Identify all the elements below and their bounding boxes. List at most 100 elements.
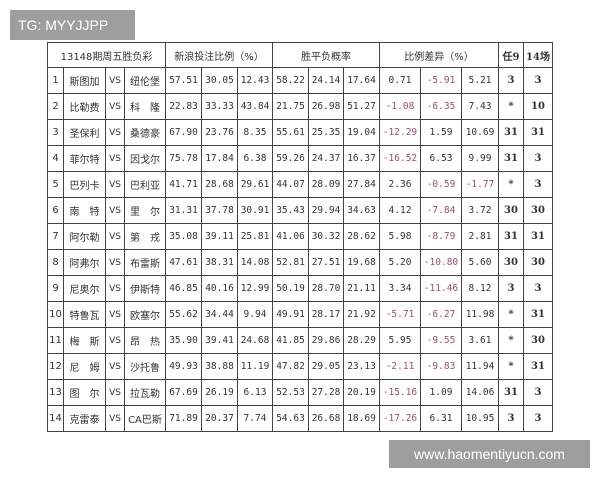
- odds-value: 30.32: [308, 223, 344, 250]
- row-number: 9: [47, 275, 64, 302]
- row-number: 13: [47, 379, 64, 406]
- sina-value: 20.37: [201, 405, 238, 432]
- odds-value: 19.04: [343, 119, 380, 146]
- sina-value: 17.84: [201, 145, 238, 172]
- ren9-pick: 3: [498, 275, 524, 302]
- table-row: 7 阿尔勒 VS 第 戎 35.08 39.11 25.81 41.06 30.32 28.62 5…: [47, 223, 553, 250]
- table-row: 12 尼 姆 VS 沙托鲁 49.93 38.88 11.19 47.82 29.05 23.13…: [47, 353, 553, 380]
- diff-value: 4.12: [379, 197, 421, 224]
- diff-value: 10.95: [461, 405, 499, 432]
- home-team: 尼 姆: [63, 353, 106, 380]
- sina-value: 30.05: [201, 67, 238, 94]
- odds-value: 19.68: [343, 249, 380, 276]
- sina-value: 71.89: [165, 405, 202, 432]
- odds-value: 21.11: [343, 275, 380, 302]
- diff-value: 3.34: [379, 275, 421, 302]
- diff-value: -0.59: [420, 171, 462, 198]
- odds-value: 27.51: [308, 249, 344, 276]
- home-team: 菲尔特: [63, 145, 106, 172]
- ren9-pick: 31: [498, 119, 524, 146]
- sina-value: 38.88: [201, 353, 238, 380]
- home-team: 图 尔: [63, 379, 106, 406]
- row-number: 5: [47, 171, 64, 198]
- home-team: 尼奥尔: [63, 275, 106, 302]
- sina-value: 40.16: [201, 275, 238, 302]
- odds-value: 44.07: [272, 171, 309, 198]
- odds-value: 25.35: [308, 119, 344, 146]
- home-team: 斯图加: [63, 67, 106, 94]
- diff-value: 14.06: [461, 379, 499, 406]
- diff-value: 6.31: [420, 405, 462, 432]
- odds-value: 18.69: [343, 405, 380, 432]
- ren9-pick: 31: [498, 145, 524, 172]
- odds-value: 28.29: [343, 327, 380, 354]
- sina-value: 14.08: [237, 249, 273, 276]
- sina-value: 8.35: [237, 119, 273, 146]
- sina-value: 49.93: [165, 353, 202, 380]
- odds-value: 41.85: [272, 327, 309, 354]
- table-row: 10 特鲁瓦 VS 欧塞尔 55.62 34.44 9.94 49.91 28.17 21.92-…: [47, 301, 553, 328]
- vs-label: VS: [105, 223, 125, 250]
- table-row: 5 巴列卡 VS 巴利亚 41.71 28.68 29.61 44.07 28.09 27.84 2…: [47, 171, 553, 198]
- header-row: 13148期周五胜负彩 新浪投注比例（%） 胜平负概率 比例差异（%） 任9 1…: [47, 42, 553, 68]
- away-team: 布雷斯: [124, 249, 166, 276]
- c14-pick: 3: [523, 405, 553, 432]
- row-number: 8: [47, 249, 64, 276]
- table-row: 14 克雷泰 VS CA巴斯 71.89 20.37 7.74 54.63 26.68 18.69…: [47, 405, 553, 432]
- row-number: 11: [47, 327, 64, 354]
- vs-label: VS: [105, 249, 125, 276]
- sina-value: 29.61: [237, 171, 273, 198]
- away-team: 拉瓦勒: [124, 379, 166, 406]
- away-team: 伊斯特: [124, 275, 166, 302]
- row-number: 12: [47, 353, 64, 380]
- away-team: 巴利亚: [124, 171, 166, 198]
- odds-value: 26.68: [308, 405, 344, 432]
- ren9-pick: 3: [498, 405, 524, 432]
- diff-value: 7.43: [461, 93, 499, 120]
- odds-value: 27.84: [343, 171, 380, 198]
- odds-value: 28.17: [308, 301, 344, 328]
- header-issue: 13148期周五胜负彩: [47, 42, 166, 68]
- away-team: 沙托鲁: [124, 353, 166, 380]
- odds-value: 34.63: [343, 197, 380, 224]
- diff-value: -1.77: [461, 171, 499, 198]
- away-team: 科 隆: [124, 93, 166, 120]
- diff-value: 2.81: [461, 223, 499, 250]
- table-row: 4 菲尔特 VS 因戈尔 75.78 17.84 6.38 59.26 24.37 16.37 -1…: [47, 145, 553, 172]
- sina-value: 12.43: [237, 67, 273, 94]
- c14-pick: 3: [523, 67, 553, 94]
- odds-value: 51.27: [343, 93, 380, 120]
- odds-value: 28.70: [308, 275, 344, 302]
- ren9-pick: *: [498, 171, 524, 198]
- sina-value: 67.69: [165, 379, 202, 406]
- diff-value: -2.11: [379, 353, 421, 380]
- c14-pick: 3: [523, 275, 553, 302]
- row-number: 6: [47, 197, 64, 224]
- diff-value: 5.60: [461, 249, 499, 276]
- away-team: 因戈尔: [124, 145, 166, 172]
- sina-value: 6.13: [237, 379, 273, 406]
- odds-value: 52.81: [272, 249, 309, 276]
- diff-value: 11.98: [461, 301, 499, 328]
- sina-value: 39.11: [201, 223, 238, 250]
- row-number: 7: [47, 223, 64, 250]
- ren9-pick: 31: [498, 379, 524, 406]
- sina-value: 33.33: [201, 93, 238, 120]
- sina-value: 34.44: [201, 301, 238, 328]
- sina-value: 35.90: [165, 327, 202, 354]
- diff-value: -11.46: [420, 275, 462, 302]
- sina-value: 25.81: [237, 223, 273, 250]
- watermark: www.haomentiyucn.com: [389, 440, 590, 468]
- sina-value: 12.99: [237, 275, 273, 302]
- sina-value: 7.74: [237, 405, 273, 432]
- table-row: 8 阿弗尔 VS 布雷斯 47.61 38.31 14.08 52.81 27.51 19.68 5…: [47, 249, 553, 276]
- sina-value: 9.94: [237, 301, 273, 328]
- sina-value: 41.71: [165, 171, 202, 198]
- odds-value: 55.61: [272, 119, 309, 146]
- odds-value: 27.28: [308, 379, 344, 406]
- odds-value: 50.19: [272, 275, 309, 302]
- vs-label: VS: [105, 171, 125, 198]
- home-team: 克雷泰: [63, 405, 106, 432]
- table-row: 13 图 尔 VS 拉瓦勒 67.69 26.19 6.13 52.53 27.28 20.19-…: [47, 379, 553, 406]
